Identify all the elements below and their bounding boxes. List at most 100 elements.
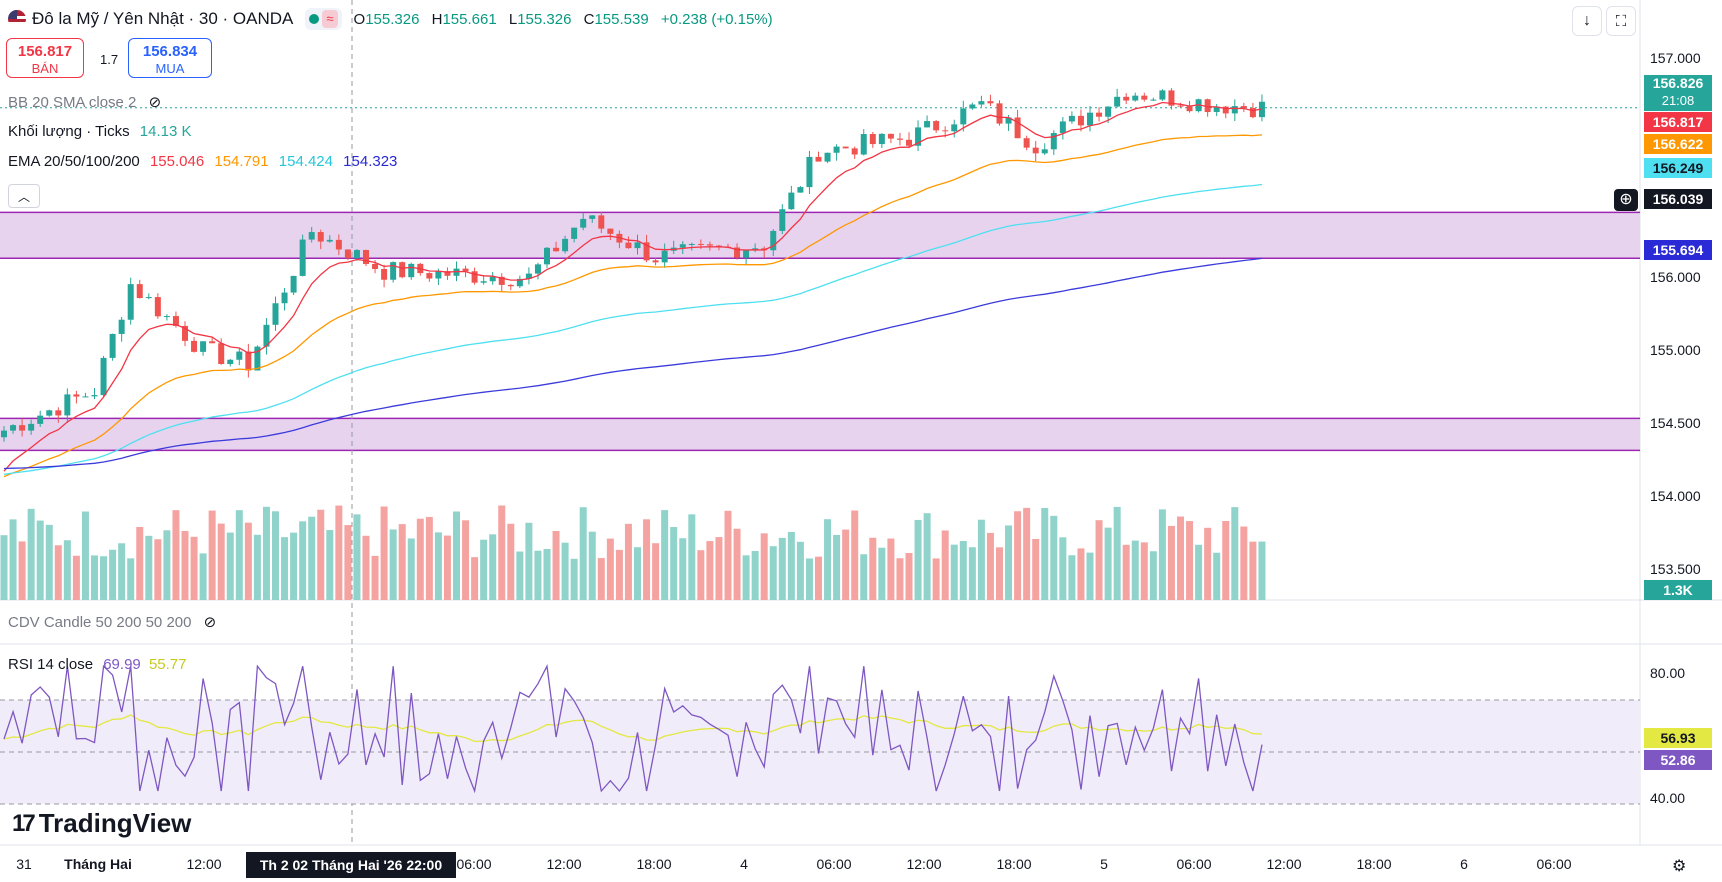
time-axis-label: 12:00	[186, 856, 222, 872]
volume-bar	[1113, 506, 1121, 600]
volume-bar	[272, 511, 279, 600]
collapse-legend-button[interactable]: ︿	[8, 184, 40, 208]
market-status-pill[interactable]: ≈	[305, 8, 342, 30]
volume-bar	[923, 513, 931, 600]
sell-button[interactable]: 156.817 BÁN	[6, 38, 84, 78]
candle-body	[236, 351, 243, 360]
volume-bar	[1023, 507, 1031, 600]
eye-hidden-icon[interactable]: ⊘	[148, 94, 162, 111]
volume-bar	[878, 547, 886, 600]
volume-bar	[1122, 544, 1130, 600]
candle-body	[489, 276, 496, 282]
add-alert-button[interactable]: ⊕	[1614, 189, 1638, 211]
volume-bar	[344, 525, 352, 600]
volume-bar	[842, 529, 850, 600]
logo-text: TradingView	[38, 808, 192, 838]
price-axis-label: 154.000	[1650, 488, 1701, 504]
volume-bar	[760, 533, 768, 600]
candle-body	[507, 284, 514, 287]
candle-body	[1177, 105, 1184, 107]
fullscreen-button[interactable]: ⛶	[1606, 6, 1636, 36]
candle-body	[408, 263, 415, 278]
rsi-legend[interactable]: RSI 14 close 69.99 55.77	[8, 656, 187, 673]
volume-legend[interactable]: Khối lượng · Ticks 14.13 K	[8, 123, 192, 140]
candle-body	[290, 275, 297, 293]
volume-bar	[407, 538, 415, 600]
wave-icon: ≈	[322, 10, 338, 28]
volume-bar	[905, 553, 913, 600]
volume-bar	[615, 549, 623, 600]
arrow-down-icon: ↓	[1583, 12, 1591, 29]
volume-bar	[1077, 548, 1085, 600]
buy-button[interactable]: 156.834 MUA	[128, 38, 212, 78]
ema-line-ema50	[3, 134, 1263, 478]
candle-body	[860, 134, 867, 155]
time-axis-label: 5	[1100, 856, 1108, 872]
time-axis-label: 06:00	[816, 856, 852, 872]
cdv-legend[interactable]: CDV Candle 50 200 50 200 ⊘	[8, 614, 217, 631]
price-axis-label: 153.500	[1650, 561, 1701, 577]
rsi-line	[3, 664, 1263, 794]
volume-bar	[109, 549, 117, 600]
volume-bar	[1249, 541, 1257, 600]
volume-bar	[380, 506, 388, 600]
volume-bar	[353, 514, 361, 600]
volume-bar	[552, 530, 560, 600]
volume-bar	[1104, 527, 1112, 600]
volume-bar	[896, 558, 904, 600]
volume-bar	[679, 538, 687, 600]
volume-bar	[443, 535, 451, 600]
settings-gear-icon[interactable]: ⚙	[1672, 858, 1687, 875]
candle-body	[82, 396, 89, 398]
eye-hidden-icon[interactable]: ⊘	[203, 614, 217, 631]
candle-body	[462, 268, 469, 272]
volume-bar	[54, 545, 62, 600]
candle-body	[887, 133, 894, 139]
candle-body	[734, 247, 741, 258]
candle-body	[390, 262, 397, 280]
volume-bar	[127, 558, 135, 600]
time-axis-label: 06:00	[1536, 856, 1572, 872]
volume-bar	[851, 510, 859, 600]
ema-line-ema20	[3, 101, 1263, 472]
volume-bar	[308, 516, 316, 600]
candle-body	[679, 244, 686, 248]
volume-bar	[941, 530, 949, 600]
candle-body	[163, 316, 170, 318]
bb-legend[interactable]: BB 20 SMA close 2 ⊘	[8, 94, 162, 111]
volume-bar	[199, 553, 207, 600]
candle-body	[779, 209, 786, 231]
candle-body	[715, 245, 722, 247]
volume-bar	[887, 538, 895, 600]
candle-body	[915, 127, 922, 146]
candle-body	[1, 430, 7, 438]
volume-bar	[652, 543, 660, 600]
volume-bar	[453, 511, 460, 600]
volume-bar	[181, 530, 189, 600]
download-button[interactable]: ↓	[1572, 6, 1602, 36]
ema100-tag: 156.249	[1644, 158, 1712, 178]
ema-line-ema200	[3, 257, 1263, 470]
volume-bar	[1240, 526, 1248, 600]
volume-bar	[1041, 507, 1049, 600]
volume-bar	[1068, 555, 1076, 600]
candle-body	[706, 244, 713, 246]
candle-body	[145, 297, 152, 299]
candle-body	[317, 232, 324, 242]
candle-body	[127, 284, 134, 320]
ema-legend[interactable]: EMA 20/50/100/200 155.046 154.791 154.42…	[8, 153, 398, 170]
symbol-title[interactable]: Đô la Mỹ / Yên Nhật · 30 · OANDA	[32, 9, 294, 28]
candle-body	[480, 281, 487, 283]
candle-body	[987, 101, 994, 104]
candle-body	[372, 263, 379, 270]
buy-label: MUA	[155, 61, 185, 76]
candle-body	[426, 273, 433, 279]
candle-body	[562, 238, 569, 252]
volume-bar	[1222, 521, 1230, 600]
time-axis-label: 06:00	[456, 856, 492, 872]
volume-bar	[1059, 537, 1067, 600]
candle-body	[534, 264, 541, 274]
volume-bar	[1195, 544, 1203, 600]
volume-tag: 1.3K	[1644, 580, 1712, 600]
